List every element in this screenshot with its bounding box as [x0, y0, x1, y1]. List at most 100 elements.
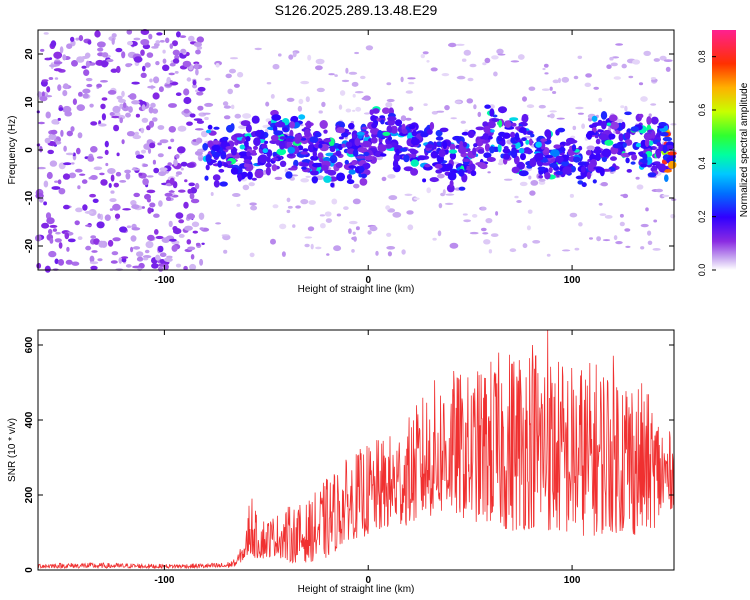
spectrogram-pixel: [162, 58, 167, 64]
spectrogram-pixel: [493, 71, 498, 77]
spectrogram-pixel: [319, 120, 328, 129]
spectrogram-pixel: [100, 179, 108, 186]
spectrogram-pixel: [584, 82, 592, 88]
spectrogram-pixel: [248, 182, 255, 187]
spectrogram-pixel: [310, 155, 319, 161]
spectrogram-pixel: [550, 149, 560, 158]
colorbar-gradient: [712, 30, 736, 270]
spectrogram-pixel: [444, 202, 454, 205]
spectrogram-pixel: [138, 262, 145, 269]
spectrogram-pixel: [601, 156, 608, 163]
spectrogram-pixel: [192, 79, 197, 86]
spectrogram-pixel: [265, 162, 272, 168]
spectrogram-pixel: [371, 122, 378, 129]
spectrogram-pixel: [77, 236, 83, 241]
spectrogram-pixel: [621, 121, 626, 130]
spectrogram-pixel: [458, 168, 465, 177]
spectrogram-pixel: [392, 211, 402, 218]
spectrogram-pixel: [437, 230, 442, 237]
spectrogram-pixel: [472, 147, 477, 156]
spectrogram-pixel: [90, 175, 98, 180]
spectrogram-pixel: [386, 125, 393, 134]
spectrogram-pixel: [147, 234, 155, 241]
spectrogram-pixel: [166, 76, 172, 85]
spectrogram-pixel: [183, 88, 190, 96]
spectrogram-pixel: [110, 174, 115, 182]
spectrogram-pixel: [275, 121, 285, 128]
spectrogram-pixel: [503, 146, 509, 150]
spectrogram-pixel: [243, 163, 250, 168]
spectrogram-pixel: [447, 171, 457, 181]
spectrogram-pixel: [57, 84, 62, 91]
spectrogram-pixel: [292, 224, 296, 228]
spectrogram-pixel: [218, 168, 225, 173]
spectrogram-pixel: [130, 235, 137, 242]
spectrogram-pixel: [521, 113, 529, 123]
spectrogram-pixel: [643, 134, 653, 139]
spectrogram-pixel: [304, 236, 313, 239]
spectrogram-pixel: [190, 198, 200, 204]
spectrogram-pixel: [587, 163, 596, 172]
spectrogram-pixel: [577, 112, 585, 115]
spectrogram-pixel: [96, 83, 102, 88]
spectrogram-pixel: [640, 246, 645, 250]
spectrogram-pixel: [351, 81, 359, 87]
spectrogram-pixel: [111, 251, 119, 256]
spectrogram-pixel: [604, 139, 614, 146]
spectrogram-pixel: [74, 220, 80, 226]
spectrogram-pixel: [519, 127, 527, 134]
spectrogram-pixel: [110, 260, 118, 264]
spectrogram-pixel: [458, 186, 466, 191]
spectrogram-pixel: [354, 137, 361, 147]
spectrogram-pixel: [111, 115, 120, 119]
spectrogram-pixel: [122, 208, 131, 211]
spectrogram-pixel: [205, 164, 210, 171]
spectrogram-pixel: [150, 102, 156, 108]
spectrogram-pixel: [153, 213, 160, 218]
spectrogram-ylabel: Frequency (Hz): [7, 116, 18, 185]
spectrogram-pixel: [142, 163, 149, 167]
spectrogram-pixel: [663, 169, 672, 173]
spectrogram-pixel: [164, 192, 173, 197]
spectrogram-pixel: [482, 132, 489, 140]
spectrogram-pixel: [183, 108, 190, 114]
spectrogram-pixel: [195, 89, 199, 93]
spectrogram-pixel: [549, 162, 558, 169]
spectrogram-pixel: [613, 76, 621, 80]
spectrogram-pixel: [324, 211, 332, 217]
spectrogram-pixel: [52, 228, 58, 232]
spectrogram-pixel: [232, 193, 241, 197]
spectrogram-pixel: [82, 204, 88, 211]
spectrogram-pixel: [395, 148, 400, 156]
spectrogram-pixel: [59, 46, 64, 54]
spectrogram-pixel: [67, 238, 76, 243]
spectrogram-pixel: [305, 120, 312, 129]
spectrogram-pixel: [261, 143, 268, 149]
spectrogram-pixel: [667, 151, 677, 156]
spectrogram-pixel: [288, 54, 294, 60]
spectrogram-pixel: [159, 259, 165, 264]
spectrogram-pixel: [510, 122, 517, 127]
spectrogram-pixel: [349, 220, 358, 225]
spectrogram-pixel: [598, 133, 609, 141]
spectrogram-pixel: [175, 212, 184, 219]
spectrogram-pixel: [243, 159, 252, 164]
spectrogram-pixel: [483, 125, 491, 134]
spectrogram-pixel: [469, 231, 479, 235]
spectrogram-pixel: [159, 139, 169, 144]
spectrogram-pixel: [405, 90, 413, 94]
spectrogram-pixel: [546, 253, 551, 257]
spectrogram-pixel: [462, 141, 468, 148]
spectrogram-pixel: [361, 126, 368, 130]
spectrogram-pixel: [229, 57, 239, 60]
spectrogram-pixel: [307, 226, 315, 232]
spectrogram-pixel: [113, 124, 120, 132]
spectrogram-pixel: [107, 168, 116, 174]
spectrogram-pixel: [619, 221, 625, 227]
spectrogram-pixel: [546, 131, 552, 140]
spectrogram-pixel: [107, 239, 114, 247]
spectrogram-pixel: [132, 134, 142, 140]
spectrogram-pixel: [548, 166, 553, 174]
spectrogram-pixel: [194, 128, 204, 131]
spectrogram-pixel: [158, 86, 164, 93]
